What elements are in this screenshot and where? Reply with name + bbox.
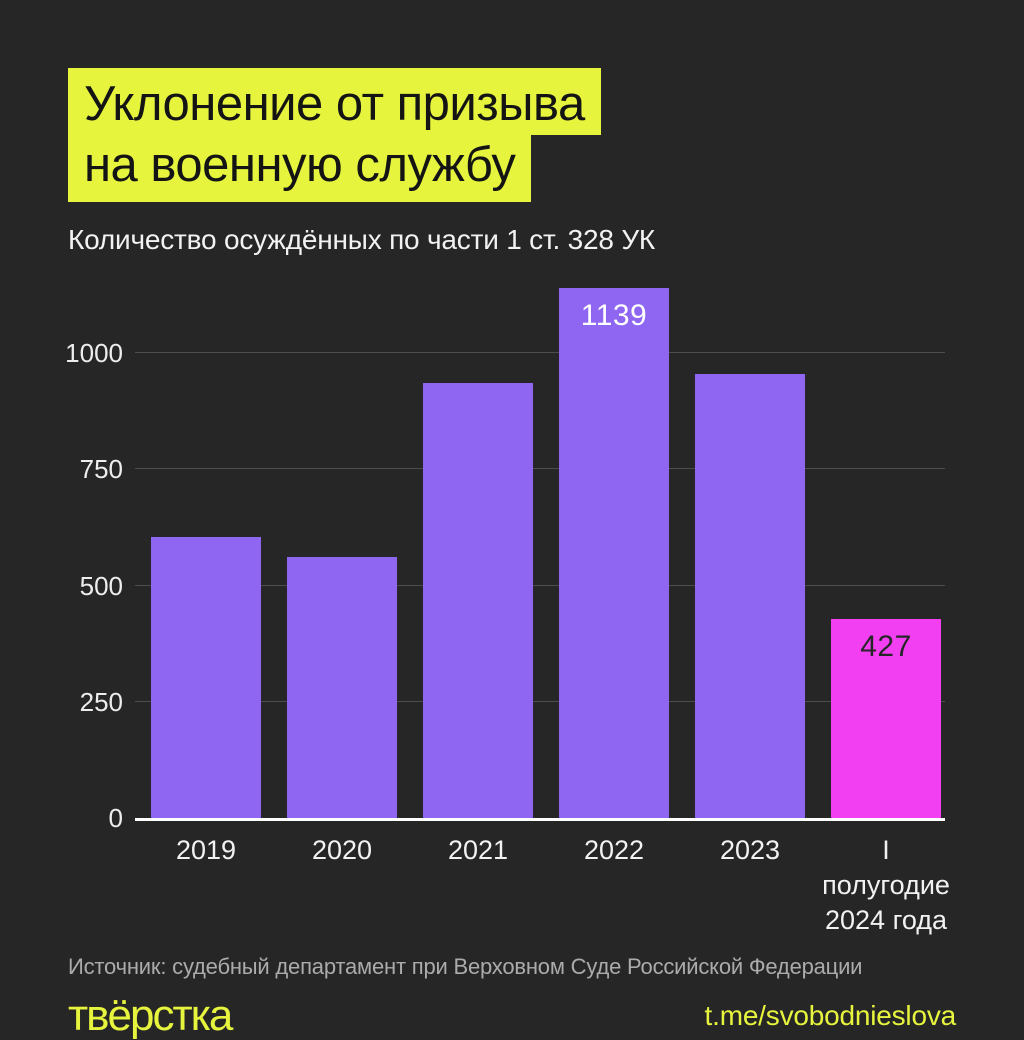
x-label-2023: 2023 [719,835,781,865]
bar-value-label: 1139 [580,299,648,333]
bar-2022: 1139 [559,288,669,818]
chart-subtitle: Количество осуждённых по части 1 ст. 328… [68,224,656,255]
bar-value-label: 427 [860,630,912,664]
bar-chart: 0 250 500 750 1000 1139 427 2019 2020 2021 2022 20… [65,274,956,938]
gridline-1000 [135,352,945,354]
footer: твёрстка t.me/svobodnieslova [68,994,956,1038]
y-tick-0: 0 [108,803,123,833]
bar-2021 [423,383,533,818]
bar-2020 [287,557,397,818]
x-label-2021: 2021 [447,835,509,865]
y-tick-250: 250 [79,686,123,717]
gridline-500 [135,584,945,586]
bars-container: 1139 427 [135,274,945,818]
x-axis-labels: 2019 2020 2021 2022 2023 I полугодие 2024 год… [135,833,961,938]
bar-2023 [695,373,805,818]
title-line-1: Уклонение от призыва [68,68,601,135]
source-note: Источник: судебный департамент при Верхо… [68,954,863,980]
x-label-2019: 2019 [175,835,237,865]
x-label-2020: 2020 [311,835,373,865]
title-line-2: на военную службу [68,135,532,202]
telegram-link[interactable]: t.me/svobodnieslova [704,1000,957,1032]
bar-I-полугодие-2024-года: 427 [831,619,941,818]
y-tick-500: 500 [79,570,123,601]
gridline-750 [135,468,945,470]
gridline-250 [135,700,945,702]
y-tick-750: 750 [79,454,123,485]
x-label-I-полугодие-2024-года: I полугодие 2024 года [822,835,950,936]
plot-area: 0 250 500 750 1000 1139 427 [65,274,945,831]
verstka-logo: твёрстка [68,991,233,1040]
page-title: Уклонение от призыва на военную службу [68,68,956,202]
x-label-2022: 2022 [583,835,645,865]
bar-2019 [151,537,261,818]
y-tick-1000: 1000 [65,338,123,369]
